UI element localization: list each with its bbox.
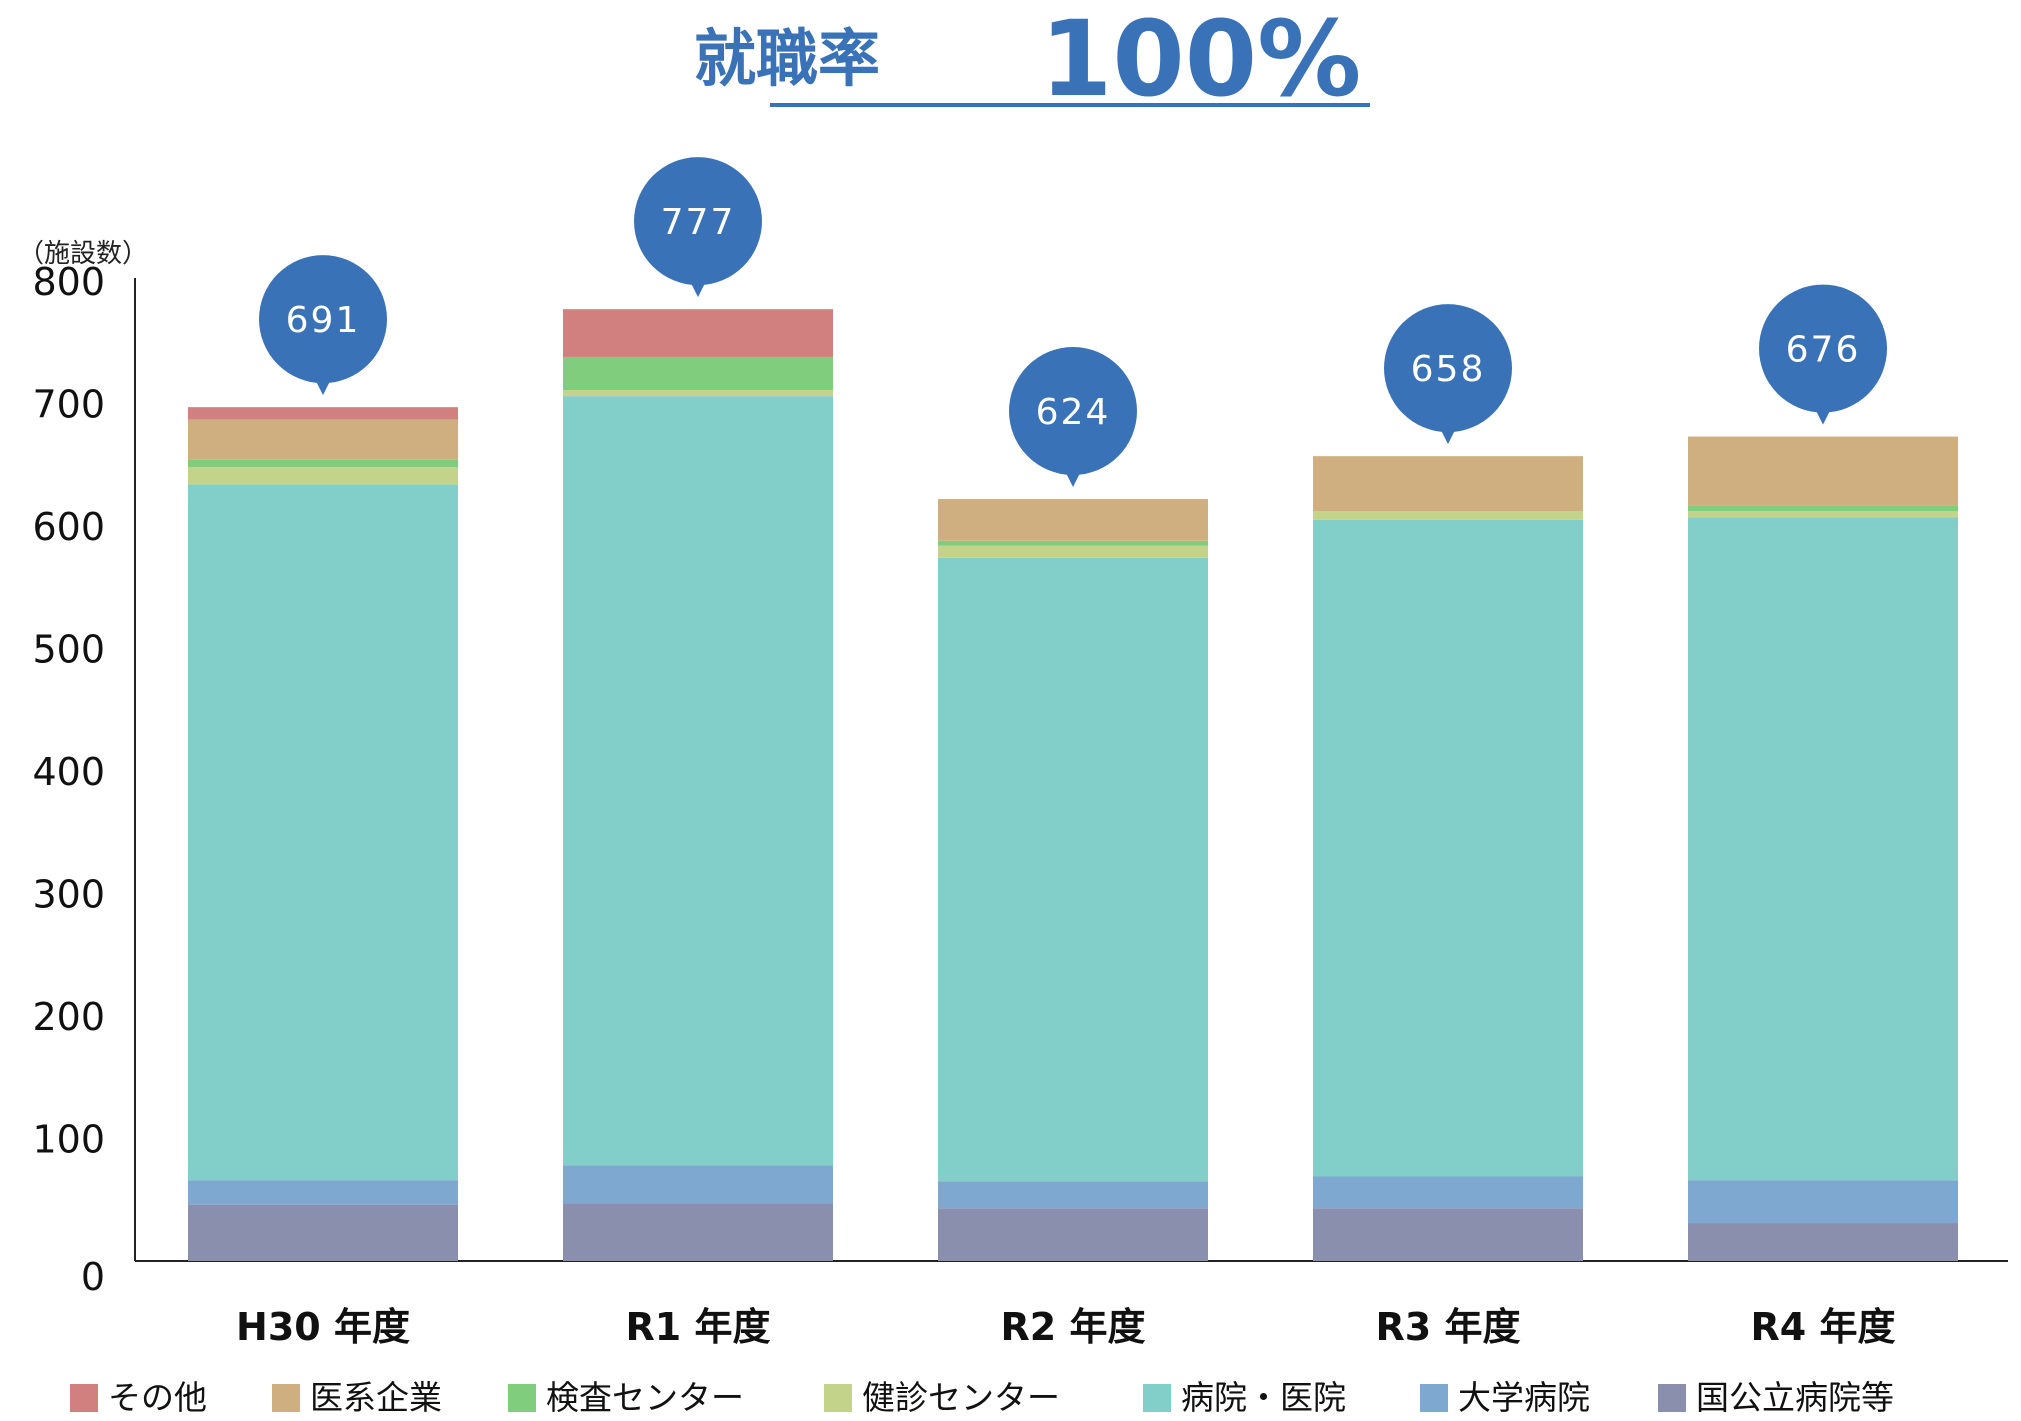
bubble-pointer [1064, 469, 1082, 488]
y-tick-label: 300 [32, 873, 105, 917]
total-value-label: 658 [1411, 349, 1486, 390]
y-tick-label: 500 [32, 628, 105, 672]
legend-swatch [272, 1384, 300, 1412]
bar-segment [188, 407, 458, 420]
y-tick-label: 400 [32, 750, 105, 794]
bar-segment [1313, 519, 1583, 1177]
bar-segment [1688, 1180, 1958, 1224]
y-tick-label: 0 [81, 1255, 105, 1299]
bar-segment [938, 499, 1208, 541]
y-tick-label: 600 [32, 505, 105, 549]
x-axis: H30 年度 R1 年度 R2 年度 R3 年度 R4 年度 [236, 1305, 1895, 1349]
bar-segment [188, 1204, 458, 1261]
bar-segment [938, 545, 1208, 558]
total-value-label: 691 [286, 300, 361, 341]
y-tick-label: 100 [32, 1118, 105, 1162]
bar-segment [563, 1203, 833, 1261]
y-tick-label: 800 [32, 260, 105, 304]
legend-item: 国公立病院等 [1658, 1378, 1894, 1417]
total-bubble: 624 [1009, 347, 1137, 488]
bar-segment [938, 1208, 1208, 1261]
y-unit-label: （施設数） [18, 239, 148, 269]
total-bubble: 691 [259, 255, 387, 396]
total-value-label: 624 [1036, 392, 1111, 433]
bubble-pointer [689, 279, 707, 298]
bar-segment [563, 396, 833, 1166]
x-tick-label: H30 年度 [236, 1305, 410, 1349]
bubble-circle [634, 157, 762, 286]
bar-segment [938, 1181, 1208, 1209]
legend-item: 健診センター [824, 1378, 1060, 1417]
legend-label: 大学病院 [1458, 1378, 1590, 1417]
bar-segment [563, 1165, 833, 1204]
y-tick-label: 700 [32, 383, 105, 427]
legend-swatch [1420, 1384, 1448, 1412]
x-tick-label: R4 年度 [1751, 1305, 1896, 1349]
legend-swatch [1143, 1384, 1171, 1412]
legend-swatch [1658, 1384, 1686, 1412]
title-label: 就職率 [694, 22, 880, 95]
bar-segment [563, 390, 833, 397]
legend-item: 病院・医院 [1143, 1378, 1346, 1417]
total-bubble: 777 [634, 157, 762, 298]
x-tick-label: R3 年度 [1376, 1305, 1521, 1349]
legend-item: 大学病院 [1420, 1378, 1590, 1417]
bar-segment [563, 356, 833, 391]
bar-segment [188, 419, 458, 460]
total-value-label: 676 [1786, 330, 1861, 371]
bar-segment [188, 467, 458, 485]
legend-label: 病院・医院 [1181, 1378, 1346, 1417]
y-tick-label: 200 [32, 995, 105, 1039]
bar-segment [563, 309, 833, 357]
legend-label: 検査センター [546, 1378, 744, 1417]
bubble-circle [1759, 284, 1887, 413]
total-bubble: 676 [1759, 284, 1887, 425]
legend-item: その他 [70, 1378, 207, 1417]
bar-segment [188, 1180, 458, 1205]
bar-segment [1313, 1176, 1583, 1209]
bar-segment [1688, 517, 1958, 1181]
bar-segment [1313, 511, 1583, 520]
total-bubbles: 691 777 624 658 676 [259, 157, 1887, 488]
bar-stacks [188, 309, 1958, 1261]
bar-segment [1688, 436, 1958, 506]
bar-segment [1688, 1223, 1958, 1261]
y-axis: 0 100 200 300 400 500 600 700 800 [32, 260, 105, 1299]
x-tick-label: R1 年度 [626, 1305, 771, 1349]
legend-item: 検査センター [508, 1378, 744, 1417]
bubble-pointer [314, 377, 332, 396]
bar-segment [188, 459, 458, 468]
total-value-label: 777 [661, 202, 736, 243]
total-bubble: 658 [1384, 304, 1512, 445]
bubble-circle [1009, 347, 1137, 476]
bubble-pointer [1439, 426, 1457, 445]
legend-label: 医系企業 [310, 1378, 442, 1417]
bar-segment [938, 557, 1208, 1182]
bar-segment [938, 540, 1208, 546]
legend-item: 医系企業 [272, 1378, 442, 1417]
bubble-circle [259, 255, 387, 384]
legend: その他 医系企業 検査センター 健診センター 病院・医院 大学病院 国公立病院等 [70, 1378, 1894, 1417]
x-tick-label: R2 年度 [1001, 1305, 1146, 1349]
bubble-circle [1384, 304, 1512, 433]
legend-label: 健診センター [862, 1378, 1060, 1417]
legend-swatch [824, 1384, 852, 1412]
legend-swatch [508, 1384, 536, 1412]
legend-swatch [70, 1384, 98, 1412]
chart-title: 就職率 100% [694, 0, 1370, 120]
bar-segment [1313, 456, 1583, 512]
bubble-pointer [1814, 406, 1832, 425]
bar-segment [1688, 511, 1958, 518]
bar-segment [1313, 1208, 1583, 1261]
legend-label: その他 [108, 1378, 207, 1417]
bar-segment [188, 484, 458, 1181]
bar-segment [1688, 505, 1958, 512]
legend-label: 国公立病院等 [1696, 1378, 1894, 1417]
title-value: 100% [1040, 0, 1361, 120]
